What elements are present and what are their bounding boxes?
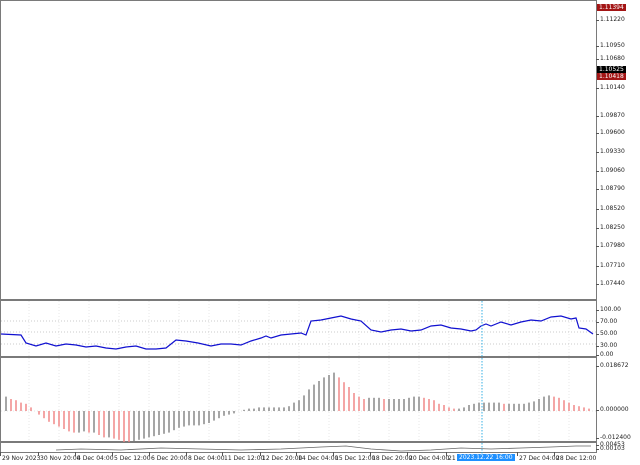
rsi-axis-tick: 50.00 (595, 330, 618, 337)
atr-axis: 0.00453 0.00103 (596, 441, 640, 453)
ao-pane[interactable] (0, 357, 598, 443)
price-axis-tick: 1.10140 (596, 84, 625, 91)
rsi-axis: 100.00 70.00 50.00 30.00 0.00 (595, 300, 640, 358)
price-axis-tick: 1.10950 (596, 42, 625, 49)
rsi-line-chart (1, 301, 598, 358)
fib-price-tag: 1.10418 (597, 73, 626, 80)
current-price-tag: 1.10525 (597, 66, 626, 73)
atr-pane[interactable] (0, 442, 597, 454)
ao-histogram (1, 358, 598, 443)
rsi-pane[interactable] (0, 300, 598, 358)
price-axis-tick: 1.07710 (596, 262, 625, 269)
time-axis-tick: 29 Nov 2023 (0, 452, 41, 462)
price-axis-tick: 1.09600 (596, 129, 625, 136)
time-axis-tick: 4 Dec 04:00 (75, 452, 114, 462)
main-price-pane[interactable] (0, 0, 597, 300)
price-axis-tick: 1.08790 (596, 185, 625, 192)
time-axis-tick: 14 Dec 04:00 (295, 452, 339, 462)
ao-axis-tick: 0.018672 (596, 362, 629, 369)
price-axis-tick: 1.07980 (596, 242, 625, 249)
time-axis-tick: 6 Dec 20:00 (149, 452, 188, 462)
ao-axis-tick: 0.000000 (596, 406, 629, 413)
crosshair-time-label: 2023.12.22 16:00 (457, 454, 515, 461)
time-axis-tick: 15 Dec 12:00 (332, 452, 376, 462)
time-axis-tick: 12 Dec 20:00 (259, 452, 303, 462)
time-axis-tick: 20 Dec 04:00 (406, 452, 450, 462)
price-axis-tick: 1.09870 (596, 112, 625, 119)
price-axis-tick: 1.11220 (596, 16, 625, 23)
ao-axis-tick: -0.012400 (596, 434, 631, 441)
price-axis-tick: 1.08250 (596, 224, 625, 231)
price-axis[interactable]: 1.11220 1.10950 1.10680 1.10140 1.09870 1.096… (596, 0, 640, 300)
price-axis-tick: 1.09060 (596, 167, 625, 174)
time-axis-tick: 8 Dec 04:00 (186, 452, 225, 462)
time-axis-tick: 18 Dec 20:00 (369, 452, 413, 462)
time-axis[interactable]: 29 Nov 2023 30 Nov 20:00 4 Dec 04:00 5 Dec … (0, 452, 597, 465)
atr-line-chart (55, 443, 591, 454)
rsi-axis-tick: 100.00 (596, 306, 621, 313)
candlestick-chart[interactable] (1, 1, 598, 301)
time-axis-tick: 11 Dec 12:00 (221, 452, 265, 462)
atr-axis-tick: 0.00453 (596, 441, 625, 448)
atr-axis-tick: 0.00103 (596, 445, 625, 452)
time-axis-tick: 27 Dec 04:00 (516, 452, 560, 462)
ao-axis: 0.018672 0.000000 -0.012400 (596, 357, 640, 442)
rsi-axis-tick: 70.00 (595, 318, 618, 325)
price-axis-tick: 1.07440 (596, 280, 625, 287)
high-price-tag: 1.11394 (597, 4, 626, 11)
time-axis-tick: 28 Dec 12:00 (553, 452, 597, 462)
price-axis-tick: 1.08520 (596, 205, 625, 212)
rsi-axis-tick: 30.00 (595, 342, 618, 349)
rsi-axis-tick: 0.00 (595, 351, 614, 358)
time-axis-tick: 30 Nov 20:00 (37, 452, 81, 462)
price-axis-tick: 1.10680 (596, 55, 625, 62)
price-axis-tick: 1.09330 (596, 148, 625, 155)
time-axis-tick: 5 Dec 12:00 (112, 452, 151, 462)
